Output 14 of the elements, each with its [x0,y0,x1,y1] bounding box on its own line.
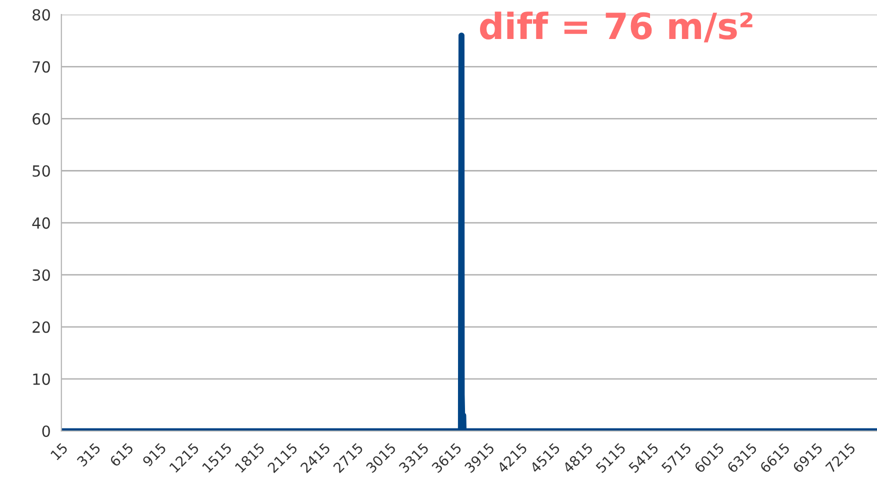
x-tick-label: 315 [76,442,101,468]
x-tick-label: 15 [50,442,68,460]
y-tick-label: 0 [42,425,50,438]
x-tick-label: 915 [142,442,167,468]
x-tick-label: 615 [109,442,134,468]
y-tick-label: 10 [33,373,50,385]
annotation: diff = 76 m/s² [480,12,752,42]
y-tick-label: 50 [32,165,50,177]
y-tick-label: 30 [32,269,50,281]
y-tick-label: 20 [32,321,50,333]
y-tick-label: 40 [32,217,50,229]
y-tick-label: 70 [32,61,50,73]
y-tick-label: 60 [32,113,50,125]
y-tick-label: 80 [32,9,50,21]
